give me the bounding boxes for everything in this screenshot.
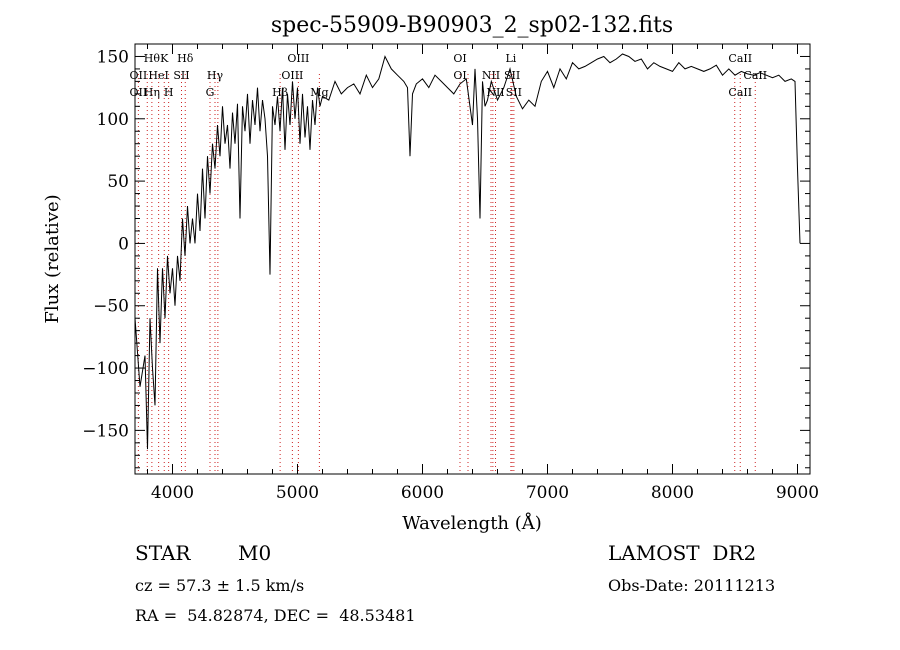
y-tick-label: −100 [82,359,129,379]
y-tick-label: 0 [118,234,129,254]
y-tick-label: 50 [107,172,129,192]
y-tick-label: −50 [93,297,129,317]
y-tick-label: 150 [97,47,129,67]
spectral-line-label: Hθ [144,52,161,65]
y-axis-ticks: −150 −100 −50 0 50 100 150 [82,43,810,469]
y-tick-label: 100 [97,110,129,130]
spectral-line-markers [137,74,756,474]
x-tick-label: 7000 [526,483,569,503]
spectral-line-label: SII [173,69,189,82]
obs-date: Obs-Date: 20111213 [608,576,775,595]
x-tick-label: 6000 [401,483,444,503]
spectral-line-label: Mg [310,86,328,99]
spectral-line-labels: Hθ K Hδ OIII OI Li CaII OII HeI SII Hγ OIII OI NII SII… [130,52,768,99]
spectral-line-label: Hβ [272,86,288,99]
spectral-line-label: SII [504,69,520,82]
spectral-line-label: OI [453,69,466,82]
spectral-line-label: K [160,52,169,65]
spectral-line-label: Hγ [207,69,224,82]
coordinates: RA = 54.82874, DEC = 48.53481 [135,606,416,625]
spectral-line-label: OII [130,86,148,99]
object-class: STAR [135,541,191,565]
survey-name: LAMOST DR2 [608,541,756,565]
object-subclass: M0 [238,541,271,565]
chart-title: spec-55909-B90903_2_sp02-132.fits [271,13,673,38]
spectral-line-label: NII [482,69,500,82]
spectral-line-label: Hη [144,86,160,99]
redshift-info: cz = 57.3 ± 1.5 km/s [135,576,304,595]
spectrum-line [134,53,801,450]
spectral-line-label: CaII [728,52,752,65]
y-tick-label: −150 [82,421,129,441]
x-tick-label: 5000 [276,483,319,503]
spectral-line-label: OIII [281,69,303,82]
x-axis-label: Wavelength (Å) [402,512,542,534]
spectral-line-label: OI [453,52,466,65]
x-tick-label: 4000 [151,483,194,503]
x-tick-label: 9000 [776,483,819,503]
spectral-line-label: CaII [743,69,767,82]
spectral-line-label: SII [506,86,522,99]
spectral-line-label: OIII [287,52,309,65]
spectral-line-label: Hδ [177,52,194,65]
spectral-line-label: CaII [728,86,752,99]
spectral-line-label: OII [130,69,148,82]
spectral-line-label: G [206,86,215,99]
y-axis-label: Flux (relative) [42,194,63,323]
x-axis-ticks: 4000 5000 6000 7000 8000 9000 [147,44,819,503]
spectral-line-label: Li [505,52,516,65]
spectral-line-label: H [164,86,174,99]
plot-frame [134,43,811,475]
spectral-line-label: HeI [148,69,168,82]
x-tick-label: 8000 [651,483,694,503]
